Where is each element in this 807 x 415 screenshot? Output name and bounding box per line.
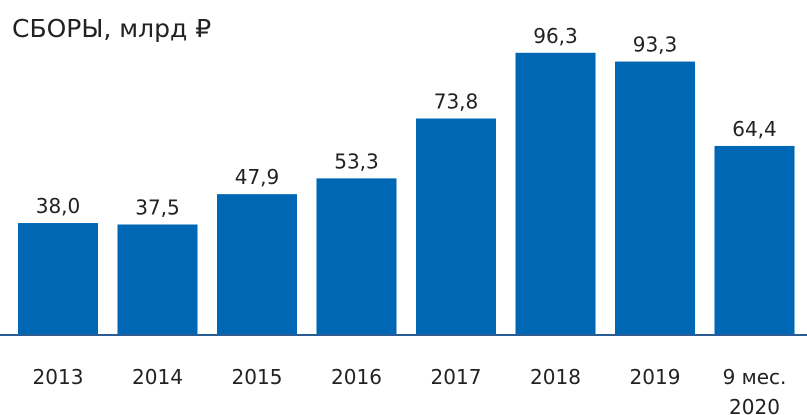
bar (217, 194, 297, 334)
value-label: 93,3 (633, 33, 678, 57)
value-label: 96,3 (533, 24, 578, 48)
x-tick-label: 2017 (430, 365, 482, 389)
x-tick-label: 9 мес. 2020 (722, 365, 787, 415)
value-label: 38,0 (36, 194, 81, 218)
bar (714, 145, 795, 334)
bar (615, 61, 695, 335)
x-tick-label: 2016 (331, 365, 382, 389)
value-label: 37,5 (135, 196, 180, 220)
x-tick-label: 2015 (231, 365, 283, 389)
bar (416, 118, 496, 334)
x-tick-label: 2018 (530, 365, 581, 389)
value-label: 47,9 (235, 165, 280, 189)
x-tick-label: 2014 (132, 365, 183, 389)
bar (316, 178, 397, 334)
value-label: 64,4 (732, 117, 777, 141)
chart-title: СБОРЫ, млрд ₽ (12, 14, 212, 43)
bar (117, 224, 198, 334)
bar (18, 223, 98, 334)
value-label: 73,8 (434, 90, 479, 114)
value-label: 53,3 (334, 149, 379, 173)
x-tick-label: 2013 (32, 365, 84, 389)
bar (515, 52, 596, 334)
x-tick-label: 2019 (629, 365, 681, 389)
